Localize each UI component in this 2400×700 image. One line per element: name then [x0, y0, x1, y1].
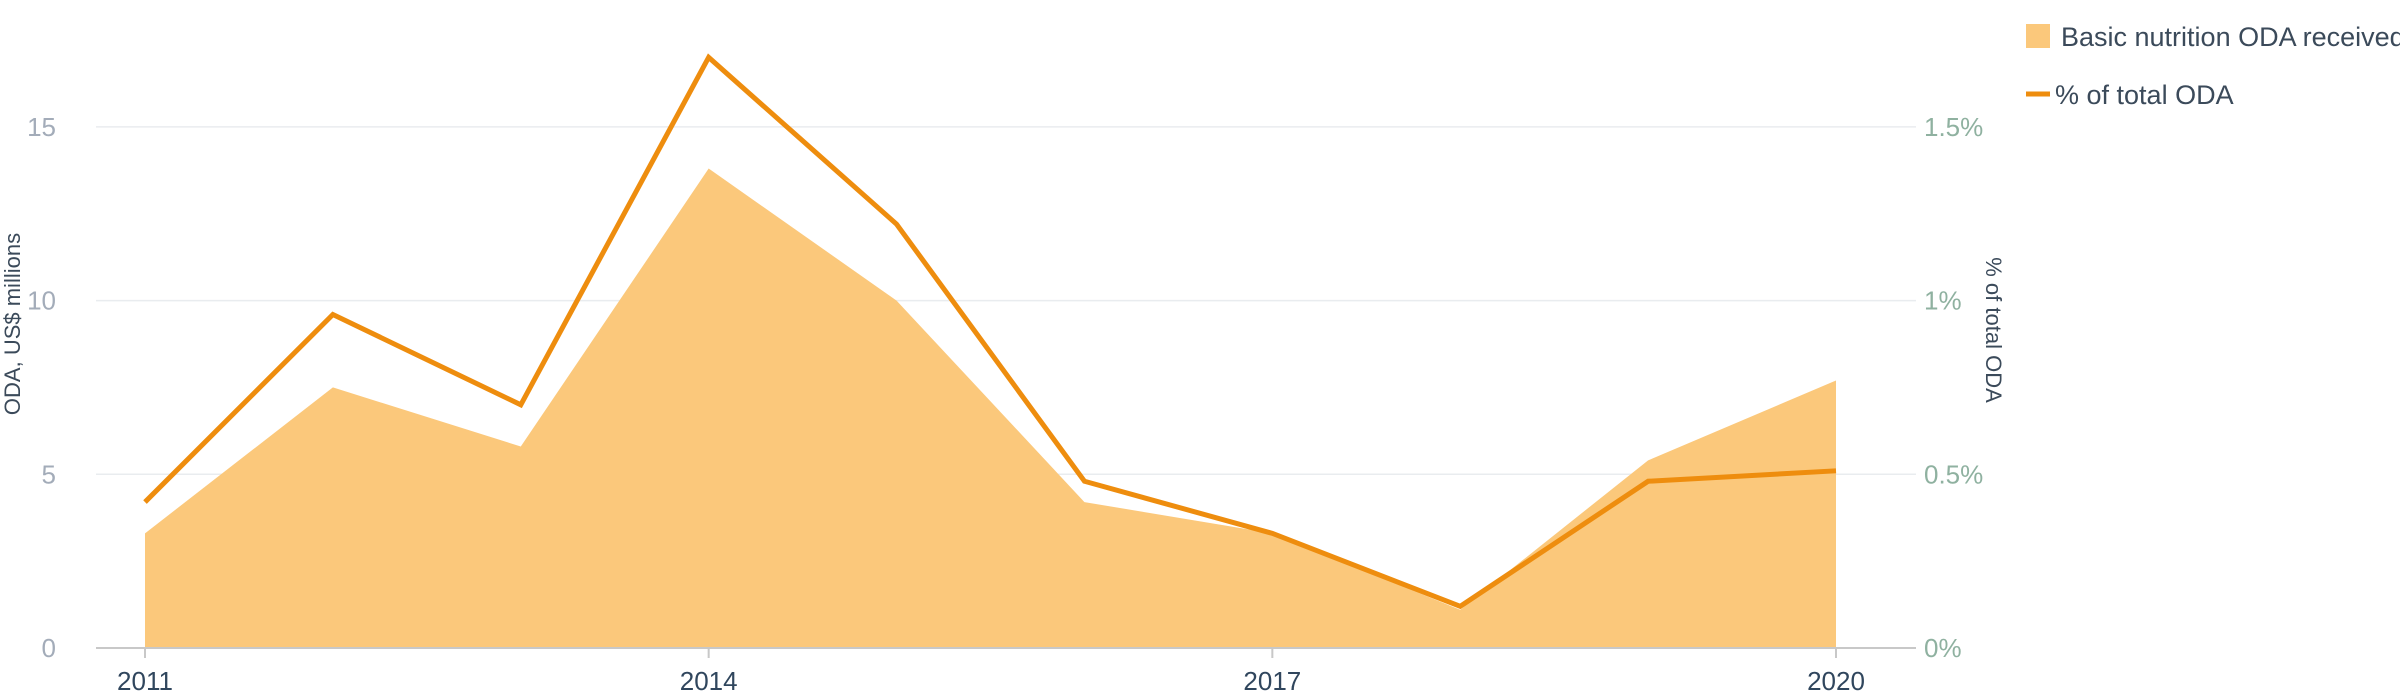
y-left-tick-label: 5: [42, 459, 56, 489]
y-axis-left-title: ODA, US$ millions: [0, 233, 25, 415]
legend-label-area: Basic nutrition ODA received: [2061, 22, 2400, 52]
area-series-basic-nutrition: [145, 168, 1836, 648]
x-tick-label: 2020: [1807, 666, 1865, 696]
line-series-layer: [143, 53, 1837, 610]
line-series-percent-total-oda: [143, 53, 1837, 610]
tick-labels: 0 5 10 15 0% 0.5% 1% 1.5% 2011 2014 2017 2020: [27, 112, 1983, 696]
y-left-tick-label: 10: [27, 286, 56, 316]
legend-swatch-area: [2026, 24, 2050, 48]
legend-label-line: % of total ODA: [2055, 80, 2234, 110]
x-tick-label: 2011: [117, 666, 173, 696]
x-tick-label: 2014: [680, 666, 738, 696]
area-series-layer: [145, 168, 1836, 648]
y-left-tick-label: 0: [42, 633, 56, 663]
x-tick-label: 2017: [1243, 666, 1301, 696]
y-right-tick-label: 0.5%: [1924, 459, 1983, 489]
y-axis-right-title: % of total ODA: [1981, 257, 2006, 403]
y-right-tick-label: 0%: [1924, 633, 1962, 663]
y-left-tick-label: 15: [27, 112, 56, 142]
axes: [96, 647, 1916, 658]
y-right-tick-label: 1%: [1924, 286, 1962, 316]
legend: Basic nutrition ODA received % of total …: [2026, 22, 2400, 110]
y-right-tick-label: 1.5%: [1924, 112, 1983, 142]
